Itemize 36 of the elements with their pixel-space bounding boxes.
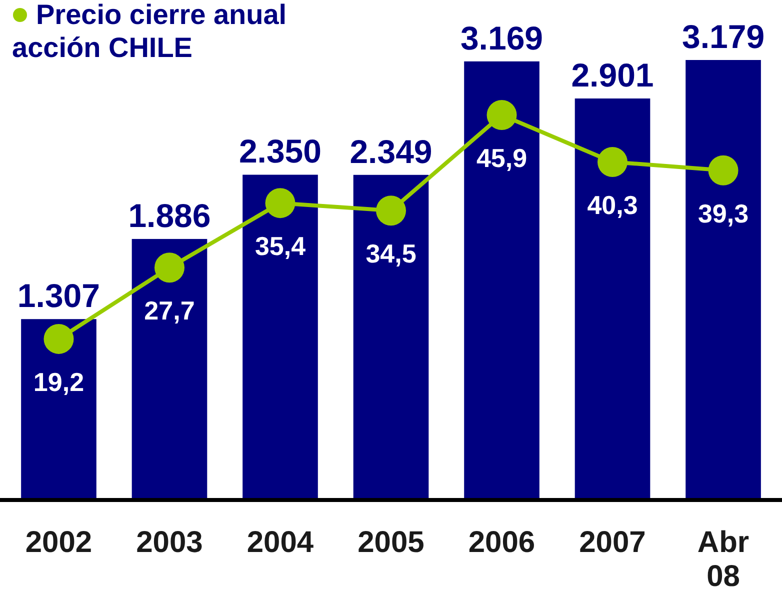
data-label: 1.307	[17, 277, 100, 314]
point	[265, 188, 296, 218]
data-label: 2.350	[238, 132, 322, 170]
x-tick-label: 2007	[579, 526, 646, 559]
data-label: 19,2	[33, 366, 84, 397]
data-label: 3.179	[682, 18, 765, 55]
point	[708, 155, 738, 186]
point	[154, 252, 184, 283]
data-label: 45,9	[476, 143, 528, 173]
x-tick-label: 2003	[136, 526, 203, 559]
bar	[353, 174, 429, 500]
data-label: 35,4	[254, 231, 306, 262]
point	[376, 196, 406, 226]
point	[598, 146, 628, 177]
x-tick-label: 2005	[358, 526, 424, 559]
data-label: 2.901	[571, 56, 654, 94]
x-tick-label: Abr 08	[697, 526, 750, 593]
point	[44, 324, 74, 354]
data-label: 2.349	[350, 132, 432, 170]
bar	[132, 238, 208, 500]
data-label: 40,3	[587, 190, 638, 220]
x-tick-label: 2004	[246, 526, 314, 559]
data-label: 3.169	[460, 19, 544, 56]
bar	[574, 98, 650, 500]
bar	[464, 61, 540, 500]
data-label: 39,3	[698, 198, 749, 228]
x-tick-label: 2006	[468, 526, 536, 559]
bar	[21, 319, 96, 500]
data-label: 34,5	[366, 238, 416, 269]
legend-label: Precio cierre anual acción CHILE	[12, 0, 287, 63]
data-label: 27,7	[144, 296, 195, 326]
bar	[242, 174, 318, 500]
x-tick-label: 2002	[25, 526, 92, 559]
bar	[686, 60, 761, 500]
point	[486, 100, 517, 130]
data-label: 1.886	[128, 196, 211, 234]
